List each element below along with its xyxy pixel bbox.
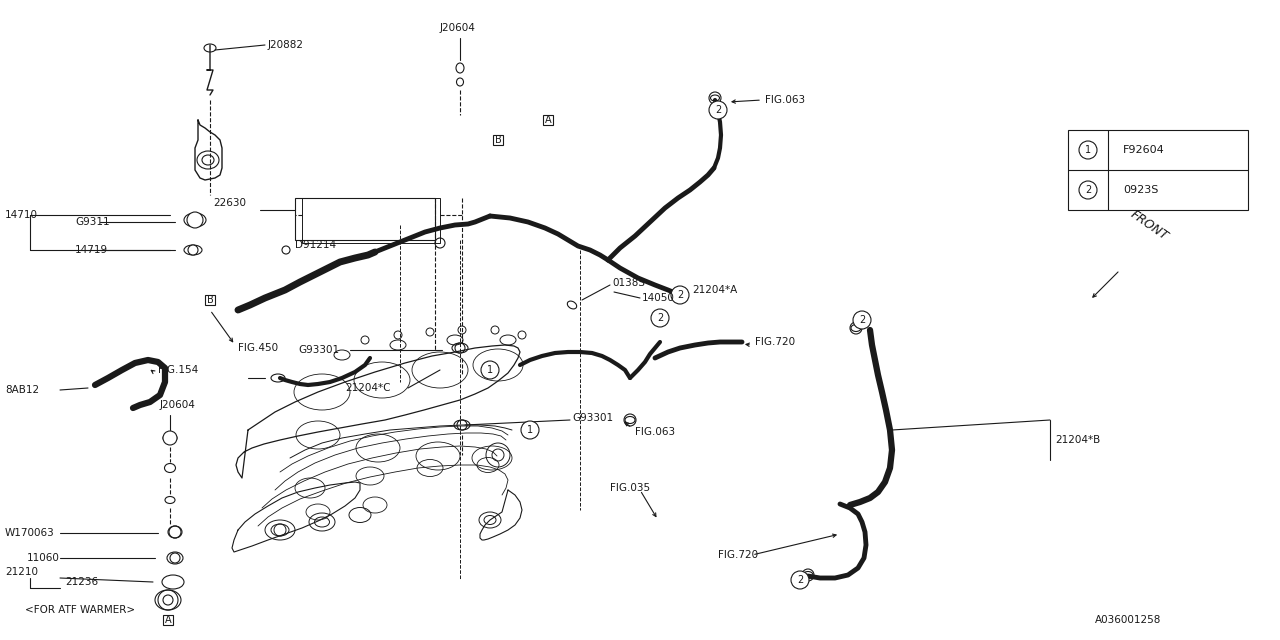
Text: 1: 1: [527, 425, 532, 435]
Text: 22630: 22630: [212, 198, 246, 208]
Text: G9311: G9311: [76, 217, 110, 227]
Text: 2: 2: [677, 290, 684, 300]
Text: A: A: [545, 115, 552, 125]
Text: 14710: 14710: [5, 210, 38, 220]
Text: J20604: J20604: [160, 400, 196, 410]
Text: FIG.035: FIG.035: [611, 483, 650, 493]
Circle shape: [652, 309, 669, 327]
Text: <FOR ATF WARMER>: <FOR ATF WARMER>: [26, 605, 136, 615]
Text: 0923S: 0923S: [1123, 185, 1158, 195]
Text: 2: 2: [797, 575, 803, 585]
Text: 14719: 14719: [76, 245, 108, 255]
Circle shape: [1079, 181, 1097, 199]
Bar: [1068, 130, 1248, 210]
Text: 1: 1: [1085, 145, 1091, 155]
Text: 2: 2: [714, 105, 721, 115]
Text: FIG.063: FIG.063: [765, 95, 805, 105]
Text: 14050: 14050: [643, 293, 675, 303]
Circle shape: [521, 421, 539, 439]
Text: G93301: G93301: [298, 345, 339, 355]
Bar: [543, 115, 553, 125]
Text: D91214: D91214: [294, 240, 337, 250]
Bar: [163, 615, 173, 625]
Text: 21236: 21236: [65, 577, 99, 587]
Circle shape: [1079, 141, 1097, 159]
Text: 21204*C: 21204*C: [346, 383, 390, 393]
Text: W170063: W170063: [5, 528, 55, 538]
Text: FIG.720: FIG.720: [718, 550, 758, 560]
Circle shape: [852, 311, 870, 329]
Circle shape: [791, 571, 809, 589]
Text: A: A: [165, 615, 172, 625]
Bar: [205, 295, 215, 305]
Bar: [302, 198, 440, 243]
Circle shape: [188, 245, 198, 255]
Text: 0138S: 0138S: [612, 278, 645, 288]
Text: 1: 1: [486, 365, 493, 375]
Circle shape: [481, 361, 499, 379]
Text: FIG.450: FIG.450: [238, 343, 278, 353]
Text: B: B: [206, 295, 214, 305]
Text: 8AB12: 8AB12: [5, 385, 40, 395]
Circle shape: [163, 431, 177, 445]
Text: 2: 2: [657, 313, 663, 323]
Text: FIG.720: FIG.720: [755, 337, 795, 347]
Text: A036001258: A036001258: [1094, 615, 1161, 625]
Text: FIG.154: FIG.154: [157, 365, 198, 375]
Text: B: B: [494, 135, 502, 145]
Text: F92604: F92604: [1123, 145, 1165, 155]
Text: J20604: J20604: [440, 23, 476, 33]
Circle shape: [709, 101, 727, 119]
Bar: [294, 198, 435, 240]
Text: J20882: J20882: [268, 40, 305, 50]
Text: 21204*A: 21204*A: [692, 285, 737, 295]
Text: FRONT: FRONT: [1128, 208, 1170, 243]
Text: G93301: G93301: [572, 413, 613, 423]
Text: 21210: 21210: [5, 567, 38, 577]
Text: FIG.063: FIG.063: [635, 427, 675, 437]
Circle shape: [187, 212, 204, 228]
Text: 21204*B: 21204*B: [1055, 435, 1101, 445]
Text: 2: 2: [859, 315, 865, 325]
Circle shape: [671, 286, 689, 304]
Text: 2: 2: [1085, 185, 1091, 195]
Bar: [493, 135, 503, 145]
Text: 11060: 11060: [27, 553, 60, 563]
